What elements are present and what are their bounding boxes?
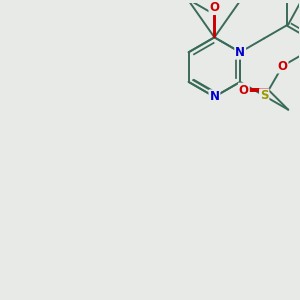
- Text: N: N: [209, 90, 219, 103]
- Text: S: S: [260, 89, 269, 102]
- Text: O: O: [278, 59, 287, 73]
- Text: O: O: [209, 1, 219, 14]
- Text: O: O: [239, 84, 249, 97]
- Text: N: N: [235, 46, 245, 59]
